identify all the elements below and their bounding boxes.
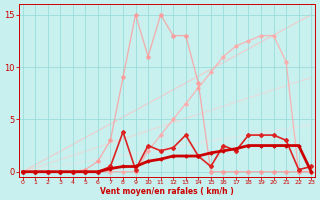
X-axis label: Vent moyen/en rafales ( km/h ): Vent moyen/en rafales ( km/h ) — [100, 187, 234, 196]
